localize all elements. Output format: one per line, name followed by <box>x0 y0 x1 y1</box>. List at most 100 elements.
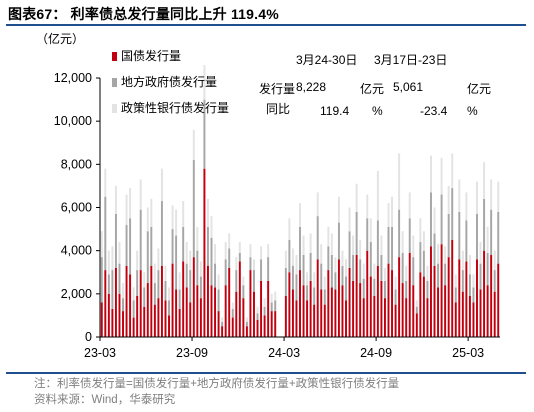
legend-item-local: 地方政府债发行量 <box>112 73 217 90</box>
bar-local <box>228 248 231 268</box>
bar-policy <box>189 250 192 271</box>
bar-gov <box>221 326 224 337</box>
y-tick-label: 12,000 <box>54 71 92 85</box>
bar-local <box>497 211 500 264</box>
bar-gov <box>284 295 287 337</box>
bar-policy <box>182 201 185 227</box>
bar-policy <box>493 250 496 271</box>
bar-gov <box>114 267 117 337</box>
table-row2-unit1: % <box>372 104 383 118</box>
bar-gov <box>437 287 440 337</box>
bar-local <box>430 192 432 247</box>
y-tick-label: 4,000 <box>61 244 92 258</box>
bar-local <box>341 265 344 286</box>
bar-gov <box>256 319 259 337</box>
bar-local <box>355 211 358 255</box>
bar-local <box>419 242 422 273</box>
bar-gov <box>157 298 160 337</box>
bar-local <box>143 287 146 307</box>
bar-local <box>493 270 496 292</box>
y-tick-label: 2,000 <box>61 287 92 301</box>
bar-policy <box>472 274 475 288</box>
bar-policy <box>380 235 383 255</box>
legend-item-gov: 国债发行量 <box>112 47 181 64</box>
bar-gov <box>146 283 149 337</box>
bar-policy <box>118 242 121 264</box>
bar-policy <box>143 272 146 288</box>
bar-local <box>468 274 471 296</box>
y-tick-label: 0 <box>85 330 92 344</box>
chart-title: 图表67： 利率债总发行量同比上升 119.4% <box>8 6 279 22</box>
bar-gov <box>210 285 213 337</box>
bar-policy <box>253 259 255 271</box>
bar-policy <box>217 274 220 290</box>
bar-policy <box>433 207 436 234</box>
bar-gov <box>490 254 493 337</box>
bar-gov <box>352 280 355 337</box>
stacked-bar-chart: 0 2,000 4,000 6,000 8,000 10,000 12,000 23-03 23… <box>54 65 500 360</box>
bar-local <box>454 287 457 303</box>
y-tick-label: 6,000 <box>61 201 92 215</box>
bar-local <box>401 252 404 284</box>
bar-gov <box>387 263 390 337</box>
bar-local <box>391 226 394 271</box>
bar-local <box>125 224 128 266</box>
bar-local <box>323 289 326 305</box>
bar-policy <box>334 257 337 273</box>
bar-gov <box>122 311 124 337</box>
bar-local <box>196 250 199 286</box>
table-row1-label: 发行量 <box>259 82 296 96</box>
bar-policy <box>111 246 114 271</box>
bar-policy <box>412 235 415 258</box>
bar-policy <box>320 244 323 264</box>
bar-policy <box>348 207 351 232</box>
bar-local <box>486 252 489 286</box>
bar-local <box>412 257 415 286</box>
bar-local <box>214 263 217 288</box>
bar-local <box>129 218 132 275</box>
bar-policy <box>150 198 153 227</box>
bar-gov <box>129 274 132 337</box>
bar-gov <box>288 272 291 337</box>
bar-policy <box>107 250 110 275</box>
bar-local <box>104 196 107 271</box>
bar-local <box>249 257 252 271</box>
bar-policy <box>178 272 181 290</box>
bar-gov <box>139 270 142 337</box>
bar-policy <box>387 203 390 227</box>
bar-gov <box>359 283 362 337</box>
bar-local <box>136 270 139 296</box>
bar-gov <box>125 265 128 337</box>
bar-local <box>383 280 386 299</box>
bar-gov <box>196 285 199 337</box>
bar-policy <box>132 287 135 301</box>
bar-gov <box>330 287 333 337</box>
bar-gov <box>451 239 454 338</box>
bar-gov <box>171 263 174 337</box>
bar-local <box>479 263 482 290</box>
bar-policy <box>228 233 231 249</box>
bar-gov <box>150 265 153 337</box>
bar-gov <box>104 270 107 337</box>
bar-gov <box>228 267 231 337</box>
bar-gov <box>493 291 496 337</box>
bar-local <box>118 263 121 294</box>
bar-local <box>263 306 266 316</box>
bar-policy <box>398 153 401 210</box>
bar-local <box>122 298 124 312</box>
table-row1-unit1: 亿元 <box>360 82 385 96</box>
bar-policy <box>430 155 432 193</box>
legend-swatch-local <box>112 78 117 87</box>
bar-gov <box>217 311 220 337</box>
bar-local <box>440 194 443 245</box>
bar-policy <box>316 192 319 217</box>
bar-policy <box>114 185 117 214</box>
bar-local <box>221 321 224 327</box>
bar-gov <box>199 298 202 337</box>
bar-policy <box>185 242 188 264</box>
note-line-1: 注：利率债发行量=国债发行量+地方政府债发行量+政策性银行债发行量 <box>34 378 400 390</box>
bar-policy <box>408 192 411 219</box>
bar-gov <box>345 300 347 337</box>
table-row1-unit2: 亿元 <box>467 82 492 96</box>
bar-gov <box>253 291 255 337</box>
